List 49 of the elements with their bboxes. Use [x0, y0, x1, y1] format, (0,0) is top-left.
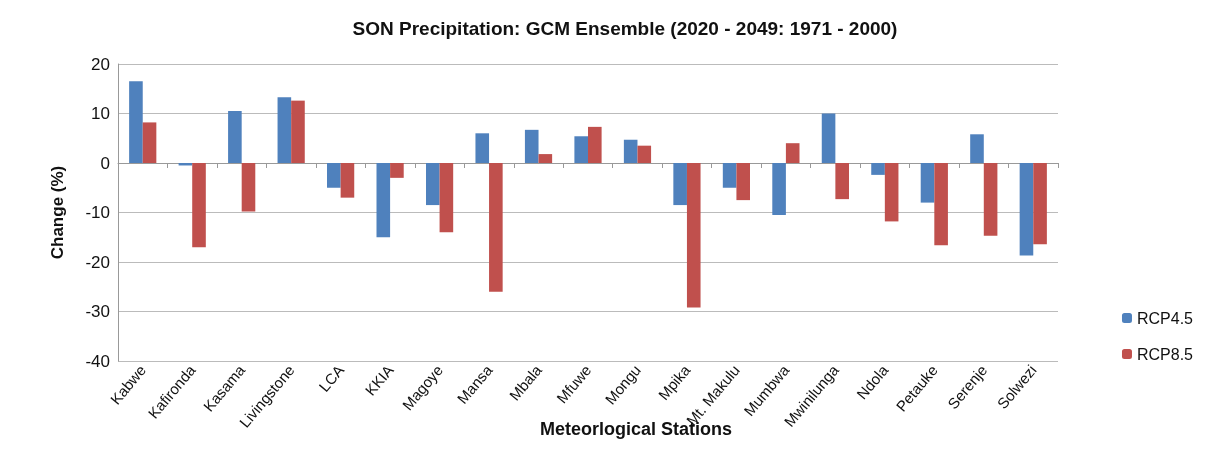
bar — [439, 163, 454, 233]
bar — [623, 139, 638, 163]
y-tick-label: -40 — [85, 351, 110, 371]
bar — [920, 163, 935, 203]
bar — [884, 163, 899, 222]
legend-label: RCP8.5 — [1136, 345, 1194, 363]
bar — [772, 163, 786, 215]
y-tick-label: 10 — [91, 104, 110, 123]
bar — [425, 163, 440, 206]
bar — [871, 163, 885, 175]
y-axis-title: Change (%) — [48, 165, 67, 260]
x-tick-label: LCA — [315, 361, 348, 395]
y-tick-label: 0 — [100, 153, 110, 173]
bar — [524, 129, 539, 163]
bar — [686, 163, 701, 308]
bar — [376, 163, 391, 238]
legend-label: RCP4.5 — [1136, 309, 1194, 327]
bar — [1019, 163, 1034, 256]
bar — [637, 145, 652, 163]
bar — [129, 81, 143, 163]
y-tick-label: -30 — [85, 302, 110, 321]
chart-title: SON Precipitation: GCM Ensemble (2020 - 2049: 1971 - 2000) — [352, 18, 898, 39]
bar — [241, 163, 256, 212]
bar — [390, 163, 404, 178]
bar — [722, 163, 737, 188]
y-tick-label: -20 — [85, 252, 110, 272]
bar — [970, 134, 984, 163]
bar — [538, 154, 553, 163]
bar — [291, 100, 305, 163]
y-tick-label: 20 — [91, 54, 110, 74]
bar — [475, 133, 490, 163]
bar — [574, 136, 588, 163]
bar — [934, 163, 948, 246]
bar — [588, 126, 602, 163]
bar — [785, 143, 800, 163]
bar — [277, 97, 292, 163]
bar — [327, 163, 341, 188]
bar — [489, 163, 503, 292]
bar — [1033, 163, 1047, 245]
bar — [983, 163, 998, 236]
bar — [821, 113, 836, 163]
bar — [192, 163, 206, 248]
bar — [673, 163, 687, 206]
bar — [736, 163, 751, 201]
bar — [340, 163, 355, 198]
y-tick-label: -10 — [85, 203, 110, 222]
bar — [835, 163, 849, 200]
bar — [228, 111, 242, 163]
bar — [142, 122, 157, 163]
